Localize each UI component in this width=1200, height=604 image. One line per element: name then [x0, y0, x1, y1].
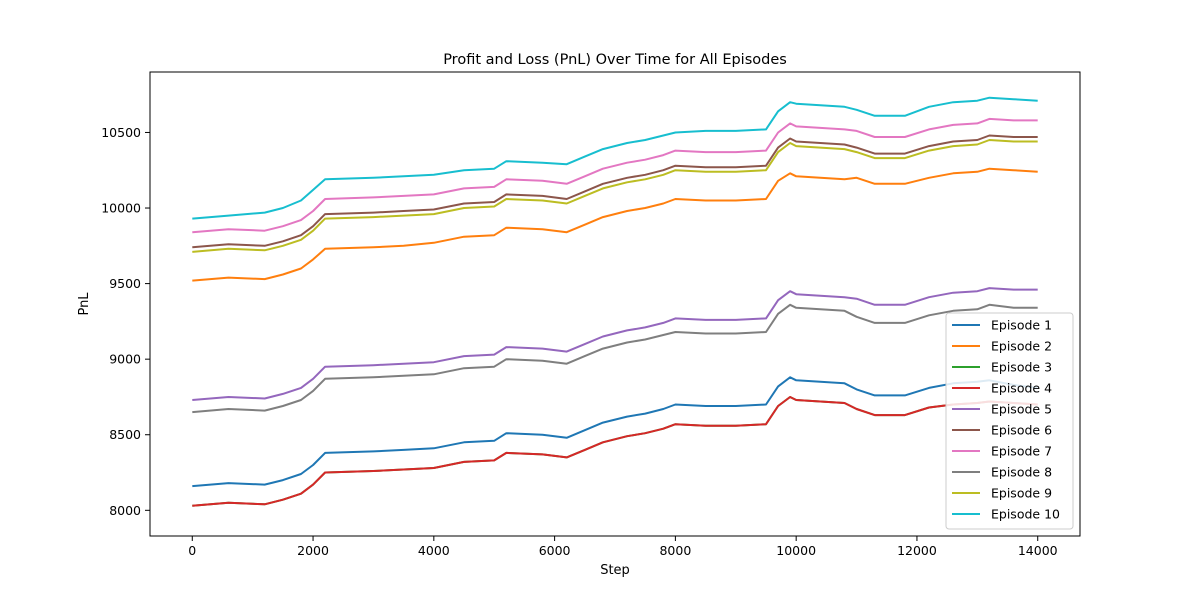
y-tick-label: 8500 [109, 427, 141, 442]
legend-label-episode-5: Episode 5 [991, 402, 1052, 417]
series-line-episode-9 [192, 139, 1038, 253]
x-tick-label: 0 [188, 543, 196, 558]
legend-label-episode-7: Episode 7 [991, 444, 1052, 459]
series-line-episode-6 [192, 134, 1038, 249]
plot-frame [149, 71, 1081, 537]
y-tick-label: 9000 [109, 352, 141, 367]
legend-label-episode-4: Episode 4 [991, 381, 1052, 396]
x-tick-label: 8000 [659, 543, 691, 558]
x-tick-label: 14000 [1018, 543, 1058, 558]
y-tick-label: 10000 [101, 201, 141, 216]
x-tick-label: 12000 [897, 543, 937, 558]
x-axis-ticks: 0 2000 4000 6000 8000 10000 12000 14000 [188, 536, 1058, 558]
legend-label-episode-1: Episode 1 [991, 318, 1052, 333]
y-axis-ticks: 8000 8500 9000 9500 10000 10500 [101, 125, 150, 518]
y-tick-label: 8000 [109, 503, 141, 518]
y-axis-label: PnL [77, 292, 92, 316]
x-tick-label: 6000 [539, 543, 571, 558]
chart-title: Profit and Loss (PnL) Over Time for All … [443, 52, 787, 68]
y-tick-label: 9500 [109, 276, 141, 291]
legend-label-episode-10: Episode 10 [991, 507, 1060, 522]
legend-label-episode-2: Episode 2 [991, 339, 1052, 354]
x-tick-label: 2000 [297, 543, 329, 558]
series-line-episode-7 [192, 117, 1038, 234]
series-line-episode-10 [192, 96, 1038, 220]
series-line-episode-2 [192, 167, 1038, 282]
legend-label-episode-3: Episode 3 [991, 360, 1052, 375]
x-axis-label: Step [600, 563, 630, 578]
series-line-episode-4 [192, 396, 1038, 507]
legend-label-episode-6: Episode 6 [991, 423, 1052, 438]
legend-label-episode-9: Episode 9 [991, 486, 1052, 501]
series-line-episode-1 [192, 376, 1038, 488]
x-tick-label: 4000 [418, 543, 450, 558]
series-lines [192, 96, 1038, 507]
x-tick-label: 10000 [776, 543, 816, 558]
legend-label-episode-8: Episode 8 [991, 465, 1052, 480]
series-line-episode-8 [192, 303, 1038, 414]
y-tick-label: 10500 [101, 125, 141, 140]
series-line-episode-5 [192, 287, 1038, 401]
legend: Episode 1 Episode 2 Episode 3 Episode 4 Epis… [945, 312, 1074, 530]
